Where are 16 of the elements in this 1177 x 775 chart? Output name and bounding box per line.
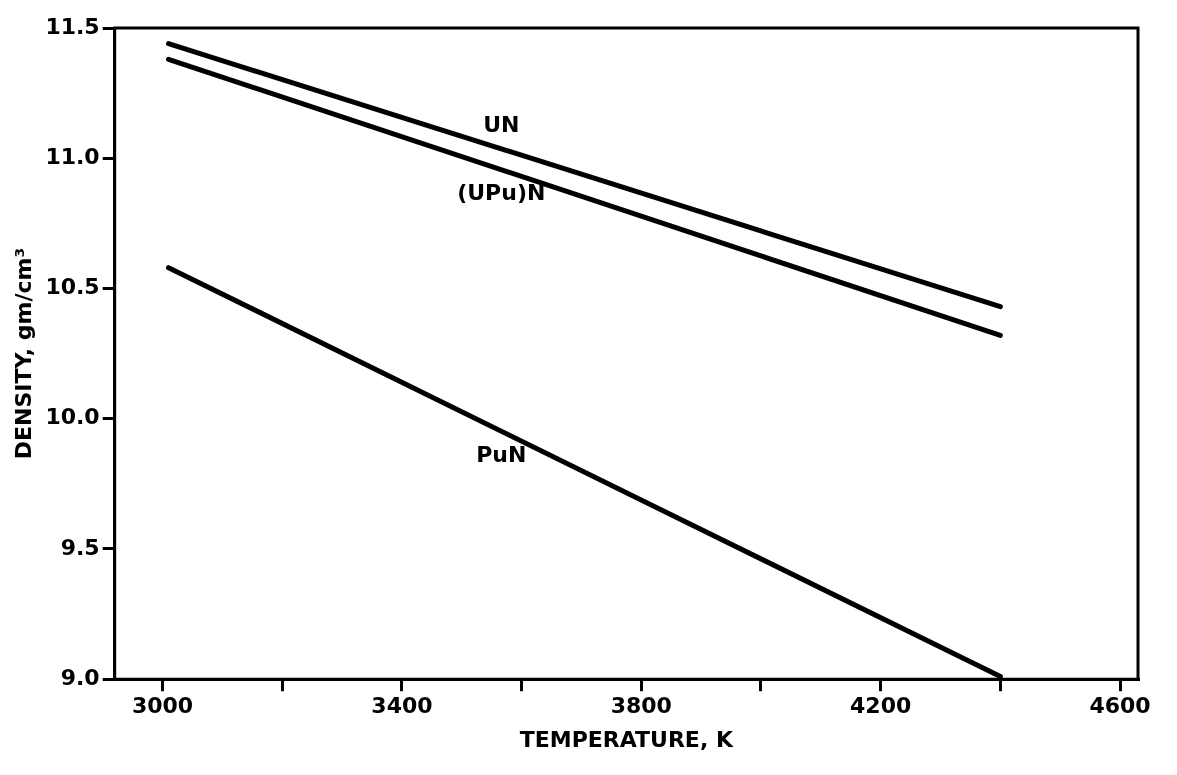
x-tick-label: 4200 — [850, 693, 912, 719]
series-label: (UPu)N — [457, 180, 546, 206]
series-label: PuN — [476, 441, 527, 467]
x-tick-label: 3400 — [371, 693, 433, 719]
y-tick-label: 10.0 — [45, 404, 100, 430]
series-label: UN — [483, 111, 520, 137]
y-tick-label: 9.0 — [60, 664, 100, 690]
x-axis-title: TEMPERATURE, K — [519, 726, 734, 752]
y-tick-label: 11.5 — [45, 13, 100, 39]
y-axis-title: DENSITY, gm/cm³ — [10, 247, 36, 460]
y-tick-label: 9.5 — [60, 534, 100, 560]
x-tick-label: 3000 — [131, 693, 194, 719]
x-tick-label: 3800 — [610, 693, 672, 719]
y-tick-label: 11.0 — [45, 143, 100, 169]
x-tick-label: 4600 — [1089, 693, 1151, 719]
y-tick-label: 10.5 — [45, 274, 100, 300]
